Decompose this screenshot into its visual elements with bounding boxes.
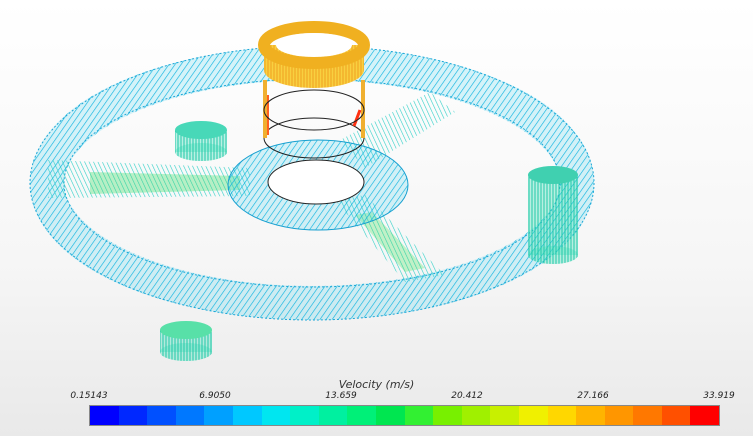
colorbar-swatch: [490, 406, 519, 425]
legend-tick-2: 13.659: [325, 391, 357, 401]
colorbar-swatch: [690, 406, 720, 425]
colorbar-swatch: [604, 406, 634, 425]
colorbar-swatch: [404, 406, 434, 425]
central-hub: [227, 139, 409, 231]
legend-tick-3: 20.412: [451, 391, 483, 401]
colorbar-swatch: [204, 406, 233, 425]
colorbar-swatch: [290, 406, 319, 425]
colorbar-swatch: [175, 406, 205, 425]
spoke-left: [48, 160, 250, 198]
inlet-cylinder: [258, 21, 370, 159]
colorbar-swatch: [261, 406, 291, 425]
colorbar-swatch: [147, 406, 176, 425]
pin-upper-left: [175, 121, 227, 161]
legend-tick-5: 33.919: [703, 391, 735, 401]
legend-tick-0: 0.15143: [70, 391, 108, 401]
flow-visualization-viewport[interactable]: [0, 0, 753, 380]
colorbar-swatch: [375, 406, 405, 425]
colorbar-swatch: [90, 406, 119, 425]
pin-right: [528, 166, 578, 264]
colorbar-swatch: [633, 406, 662, 425]
velocity-legend: Velocity (m/s) 0.15143 6.9050 13.659 20.…: [0, 375, 753, 436]
colorbar-swatch: [318, 406, 348, 425]
colorbar-swatch: [433, 406, 462, 425]
colorbar-swatch: [547, 406, 577, 425]
legend-colorbar: [89, 405, 720, 426]
pin-lower-left: [160, 321, 212, 361]
colorbar-swatch: [118, 406, 148, 425]
colorbar-swatch: [661, 406, 691, 425]
colorbar-swatch: [518, 406, 548, 425]
colorbar-swatch: [347, 406, 376, 425]
legend-tick-4: 27.166: [577, 391, 609, 401]
colorbar-swatch: [576, 406, 605, 425]
colorbar-swatch: [232, 406, 262, 425]
colorbar-swatch: [461, 406, 491, 425]
legend-tick-1: 6.9050: [199, 391, 231, 401]
legend-title: Velocity (m/s): [338, 378, 415, 391]
